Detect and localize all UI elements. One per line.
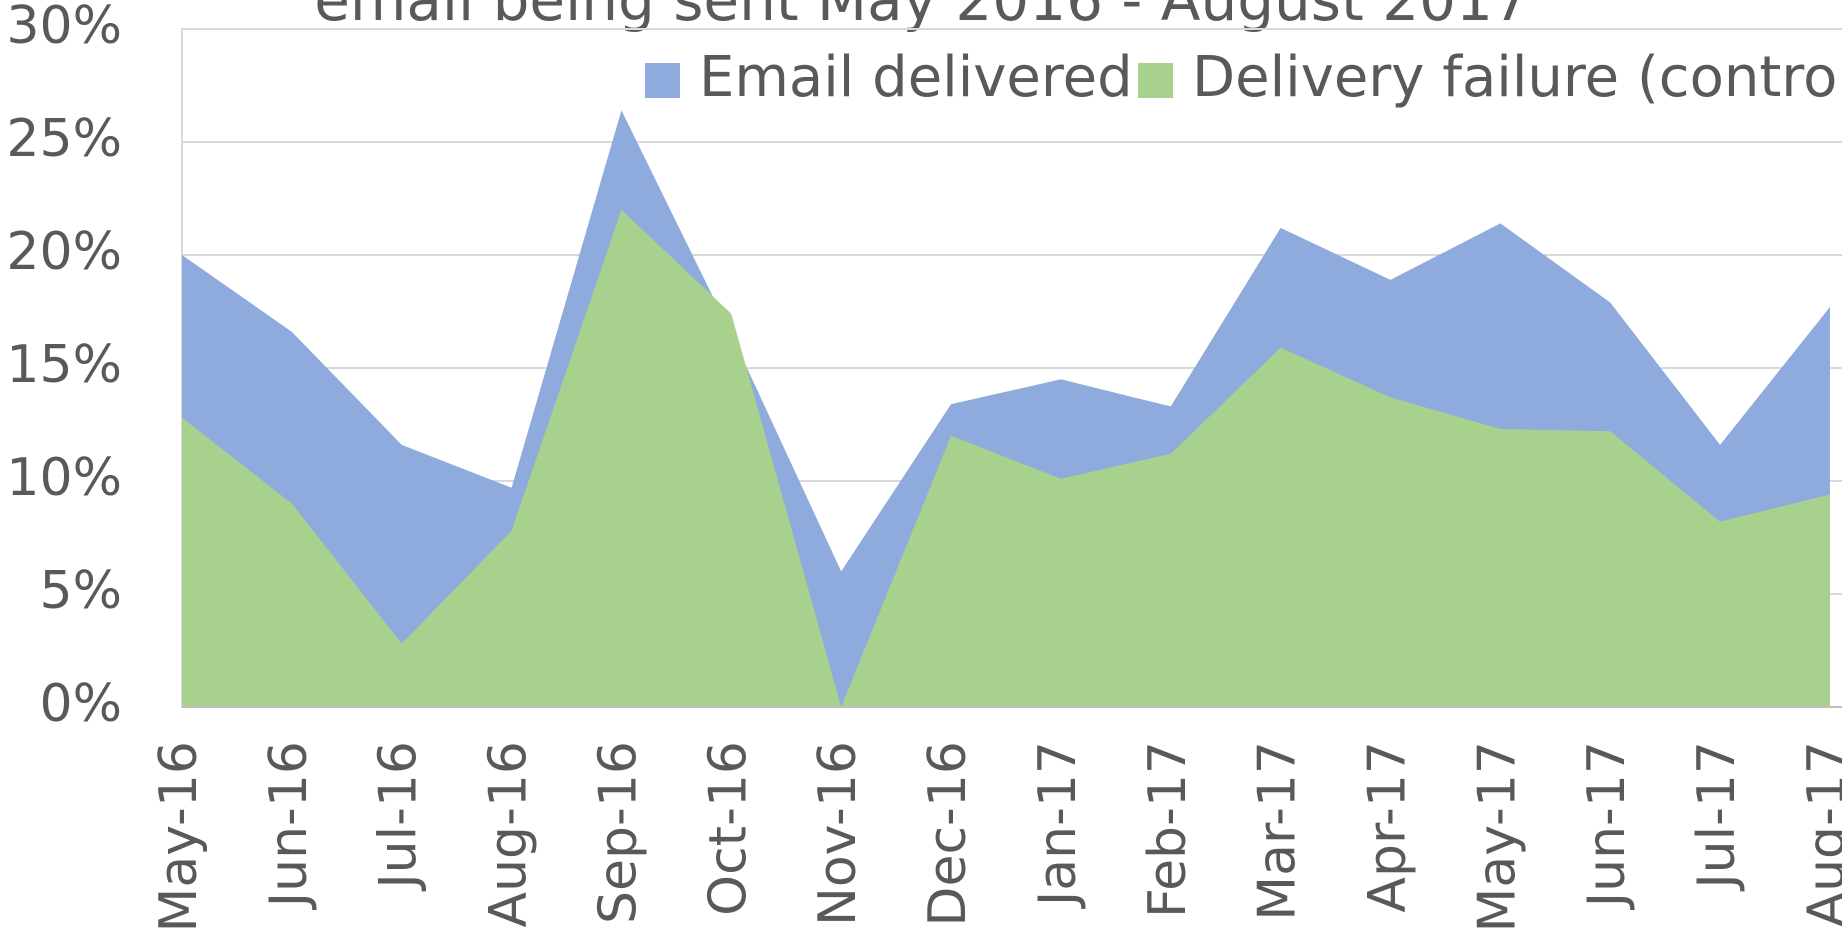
y-tick-label: 15%	[6, 335, 122, 395]
x-tick-label: Nov-16	[808, 741, 868, 926]
x-tick-label: Oct-16	[698, 741, 758, 916]
legend-swatch	[1138, 63, 1173, 98]
y-tick-label: 30%	[6, 0, 122, 56]
y-tick-label: 0%	[40, 674, 123, 734]
x-tick-label: Feb-17	[1138, 741, 1198, 918]
x-tick-label: Jul-17	[1687, 741, 1747, 892]
x-tick-label: Dec-16	[918, 741, 978, 927]
legend-label: Delivery failure (control)	[1192, 45, 1842, 110]
x-tick-label: Sep-16	[588, 741, 648, 924]
x-tick-label: Aug-17	[1797, 741, 1842, 927]
x-tick-label: May-16	[149, 741, 209, 928]
area	[182, 209, 1830, 708]
y-tick-label: 10%	[6, 448, 122, 508]
legend-swatch	[645, 63, 680, 98]
y-tick-label: 25%	[6, 109, 122, 169]
x-tick-label: Jan-17	[1028, 741, 1088, 909]
x-tick-label: Jun-17	[1577, 741, 1637, 910]
x-tick-label: Jun-16	[259, 741, 319, 910]
y-tick-label: 20%	[6, 222, 122, 282]
x-tick-label: Aug-16	[479, 741, 539, 927]
y-tick-label: 5%	[40, 561, 123, 621]
legend-label: Email delivered	[699, 45, 1133, 110]
x-tick-label: Mar-17	[1248, 741, 1308, 921]
x-tick-label: May-17	[1467, 741, 1527, 928]
x-tick-label: Jul-16	[369, 741, 429, 892]
x-tick-label: Apr-17	[1357, 741, 1417, 913]
